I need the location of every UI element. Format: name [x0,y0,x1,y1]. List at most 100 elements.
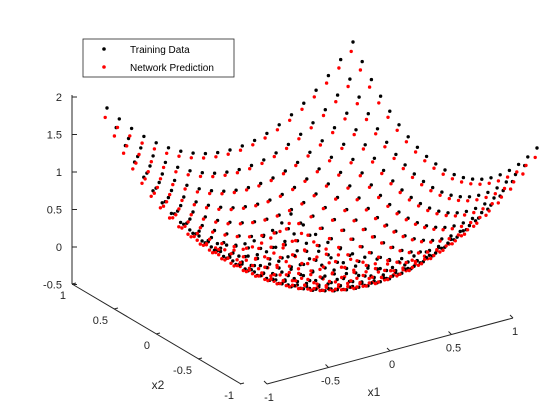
network-prediction-point [493,192,497,196]
network-prediction-point [321,288,325,293]
training-data-point [203,151,208,156]
network-prediction-point [429,240,433,244]
network-prediction-point [377,195,381,200]
training-data-point [446,241,450,245]
network-prediction-point [250,272,255,276]
network-prediction-point [324,81,329,85]
network-prediction-point [281,246,285,250]
network-prediction-point [438,239,442,243]
network-prediction-point [376,255,381,259]
training-data-point [388,109,392,113]
network-prediction-point [392,230,396,234]
network-prediction-point [266,278,270,283]
training-data-point [182,195,186,199]
network-prediction-point [309,215,313,219]
training-data-point [280,270,284,274]
network-prediction-point [484,195,488,200]
network-prediction-point [330,271,335,275]
training-data-point [212,171,217,175]
network-prediction-point [407,250,411,255]
training-data-point [363,143,367,147]
network-prediction-point [186,220,190,224]
network-prediction-point [207,237,212,241]
network-prediction-point [533,155,537,160]
training-data-point [216,150,220,155]
network-prediction-point [306,233,310,237]
network-prediction-point [238,222,243,226]
network-prediction-point [521,172,525,176]
training-data-point [252,239,256,243]
network-prediction-point [321,265,325,269]
x-tick-label: -0.5 [321,376,340,388]
network-prediction-point [315,282,319,286]
legend-marker-training-data [102,47,106,51]
training-data-point [513,172,518,177]
network-prediction-point [244,258,248,262]
network-prediction-point [423,159,427,163]
network-prediction-point [373,216,378,221]
network-prediction-point [158,206,163,210]
network-prediction-point [290,283,295,287]
network-prediction-point [217,207,221,211]
network-prediction-point [146,170,150,174]
training-data-point [197,234,201,238]
network-prediction-point [469,220,473,225]
training-data-point [277,123,281,127]
network-prediction-point [352,219,356,223]
network-prediction-point [189,156,193,160]
x-tick-label: 1 [512,326,518,338]
y-tick-mark [71,282,77,285]
network-prediction-point [211,230,215,234]
network-prediction-point [269,277,273,281]
training-data-point [169,211,174,216]
training-data-point [354,128,358,132]
training-data-point [228,148,232,152]
network-prediction-point [432,166,436,170]
network-prediction-point [370,160,375,164]
network-prediction-point [272,154,276,159]
network-prediction-point [297,221,301,226]
training-data-point [302,101,306,105]
network-prediction-point [312,257,316,262]
network-prediction-point [456,233,461,237]
network-prediction-point [355,198,359,202]
training-data-point [464,209,469,214]
network-prediction-point [260,233,264,238]
network-prediction-point [361,260,365,264]
network-prediction-point [211,174,215,179]
training-data-point [372,156,377,160]
training-data-point [461,229,465,233]
network-prediction-point [306,287,310,291]
network-prediction-point [299,231,304,236]
training-data-point [151,154,155,158]
network-prediction-point [287,208,292,213]
network-prediction-point [192,234,196,239]
network-prediction-point [217,247,221,252]
training-data-point [286,142,291,147]
network-prediction-point [426,250,430,254]
training-data-point [243,242,247,246]
training-data-point [317,249,321,253]
network-prediction-point [438,193,442,197]
network-prediction-point [272,251,276,255]
network-prediction-point [389,269,393,273]
training-data-point [222,189,226,193]
network-prediction-point [395,128,399,132]
network-prediction-point [204,242,209,246]
network-prediction-point [257,246,261,251]
network-prediction-point [198,174,203,179]
network-prediction-point [269,178,273,183]
network-prediction-point [309,269,313,273]
network-prediction-point [416,263,421,267]
training-data-point [449,234,453,238]
network-prediction-point [290,253,295,257]
network-prediction-point [337,173,341,177]
training-data-point [194,200,198,204]
network-prediction-point [235,234,239,239]
training-data-point [477,193,481,197]
network-prediction-point [207,248,212,252]
network-prediction-point [315,170,319,174]
network-prediction-point [373,266,378,271]
network-prediction-point [288,118,292,123]
network-prediction-point [453,239,457,243]
